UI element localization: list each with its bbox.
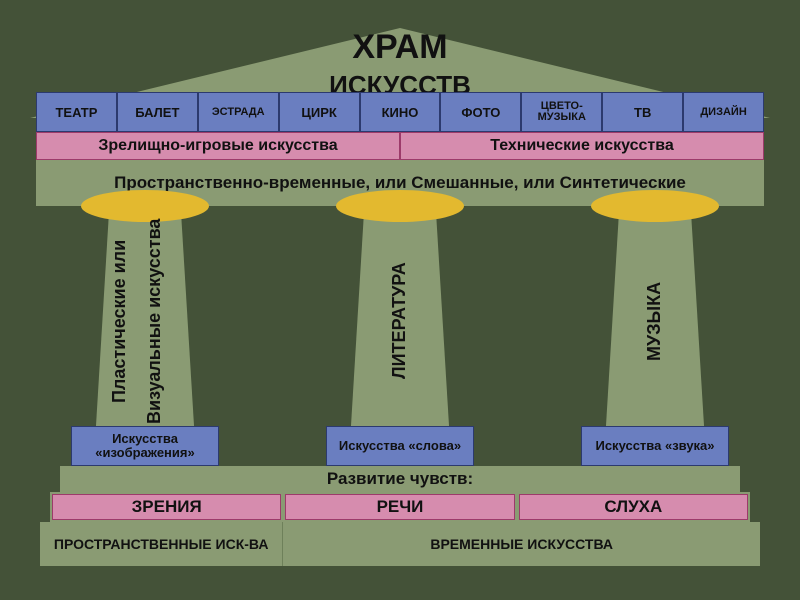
art-theater: ТЕАТР — [36, 92, 117, 132]
pillar-base-music: Искусства «звука» — [581, 426, 729, 466]
vlabel-plastic: Пластические или — [110, 216, 130, 426]
sense-vision: ЗРЕНИЯ — [52, 494, 281, 520]
art-tv: ТВ — [602, 92, 683, 132]
vlabel-music: МУЗЫКА — [645, 216, 665, 426]
art-design: ДИЗАЙН — [683, 92, 764, 132]
art-ballet: БАЛЕТ — [117, 92, 198, 132]
spectacle-arts: Зрелищно-игровые искусства — [36, 132, 400, 160]
title-line1: ХРАМ — [0, 28, 800, 67]
pillar-base-literature: Искусства «слова» — [326, 426, 474, 466]
art-cinema: КИНО — [360, 92, 441, 132]
pink-top-row: Зрелищно-игровые искусства Технические и… — [36, 132, 764, 160]
sense-hearing: СЛУХА — [519, 494, 748, 520]
temporal-arts: ВРЕМЕННЫЕ ИСКУССТВА — [283, 522, 760, 566]
technical-arts: Технические искусства — [400, 132, 764, 160]
temple-of-arts-diagram: ХРАМ ИСКУССТВ ТЕАТР БАЛЕТ ЭСТРАДА ЦИРК К… — [0, 0, 800, 600]
bottom-row: ПРОСТРАНСТВЕННЫЕ ИСК-ВА ВРЕМЕННЫЕ ИСКУСС… — [40, 522, 760, 566]
vlabel-literature: ЛИТЕРАТУРА — [390, 216, 410, 426]
top-arts-row: ТЕАТР БАЛЕТ ЭСТРАДА ЦИРК КИНО ФОТО ЦВЕТО… — [36, 92, 764, 132]
vlabel-visual: Визуальные искусства — [145, 216, 165, 426]
sense-speech: РЕЧИ — [285, 494, 514, 520]
art-circus: ЦИРК — [279, 92, 360, 132]
senses-row: ЗРЕНИЯ РЕЧИ СЛУХА — [50, 492, 750, 522]
art-estrada: ЭСТРАДА — [198, 92, 279, 132]
senses-title: Развитие чувств: — [60, 466, 740, 492]
art-colormusic: ЦВЕТО-МУЗЫКА — [521, 92, 602, 132]
art-photo: ФОТО — [440, 92, 521, 132]
spatial-arts: ПРОСТРАНСТВЕННЫЕ ИСК-ВА — [40, 522, 283, 566]
pillar-base-visual: Искусства «изображения» — [71, 426, 219, 466]
